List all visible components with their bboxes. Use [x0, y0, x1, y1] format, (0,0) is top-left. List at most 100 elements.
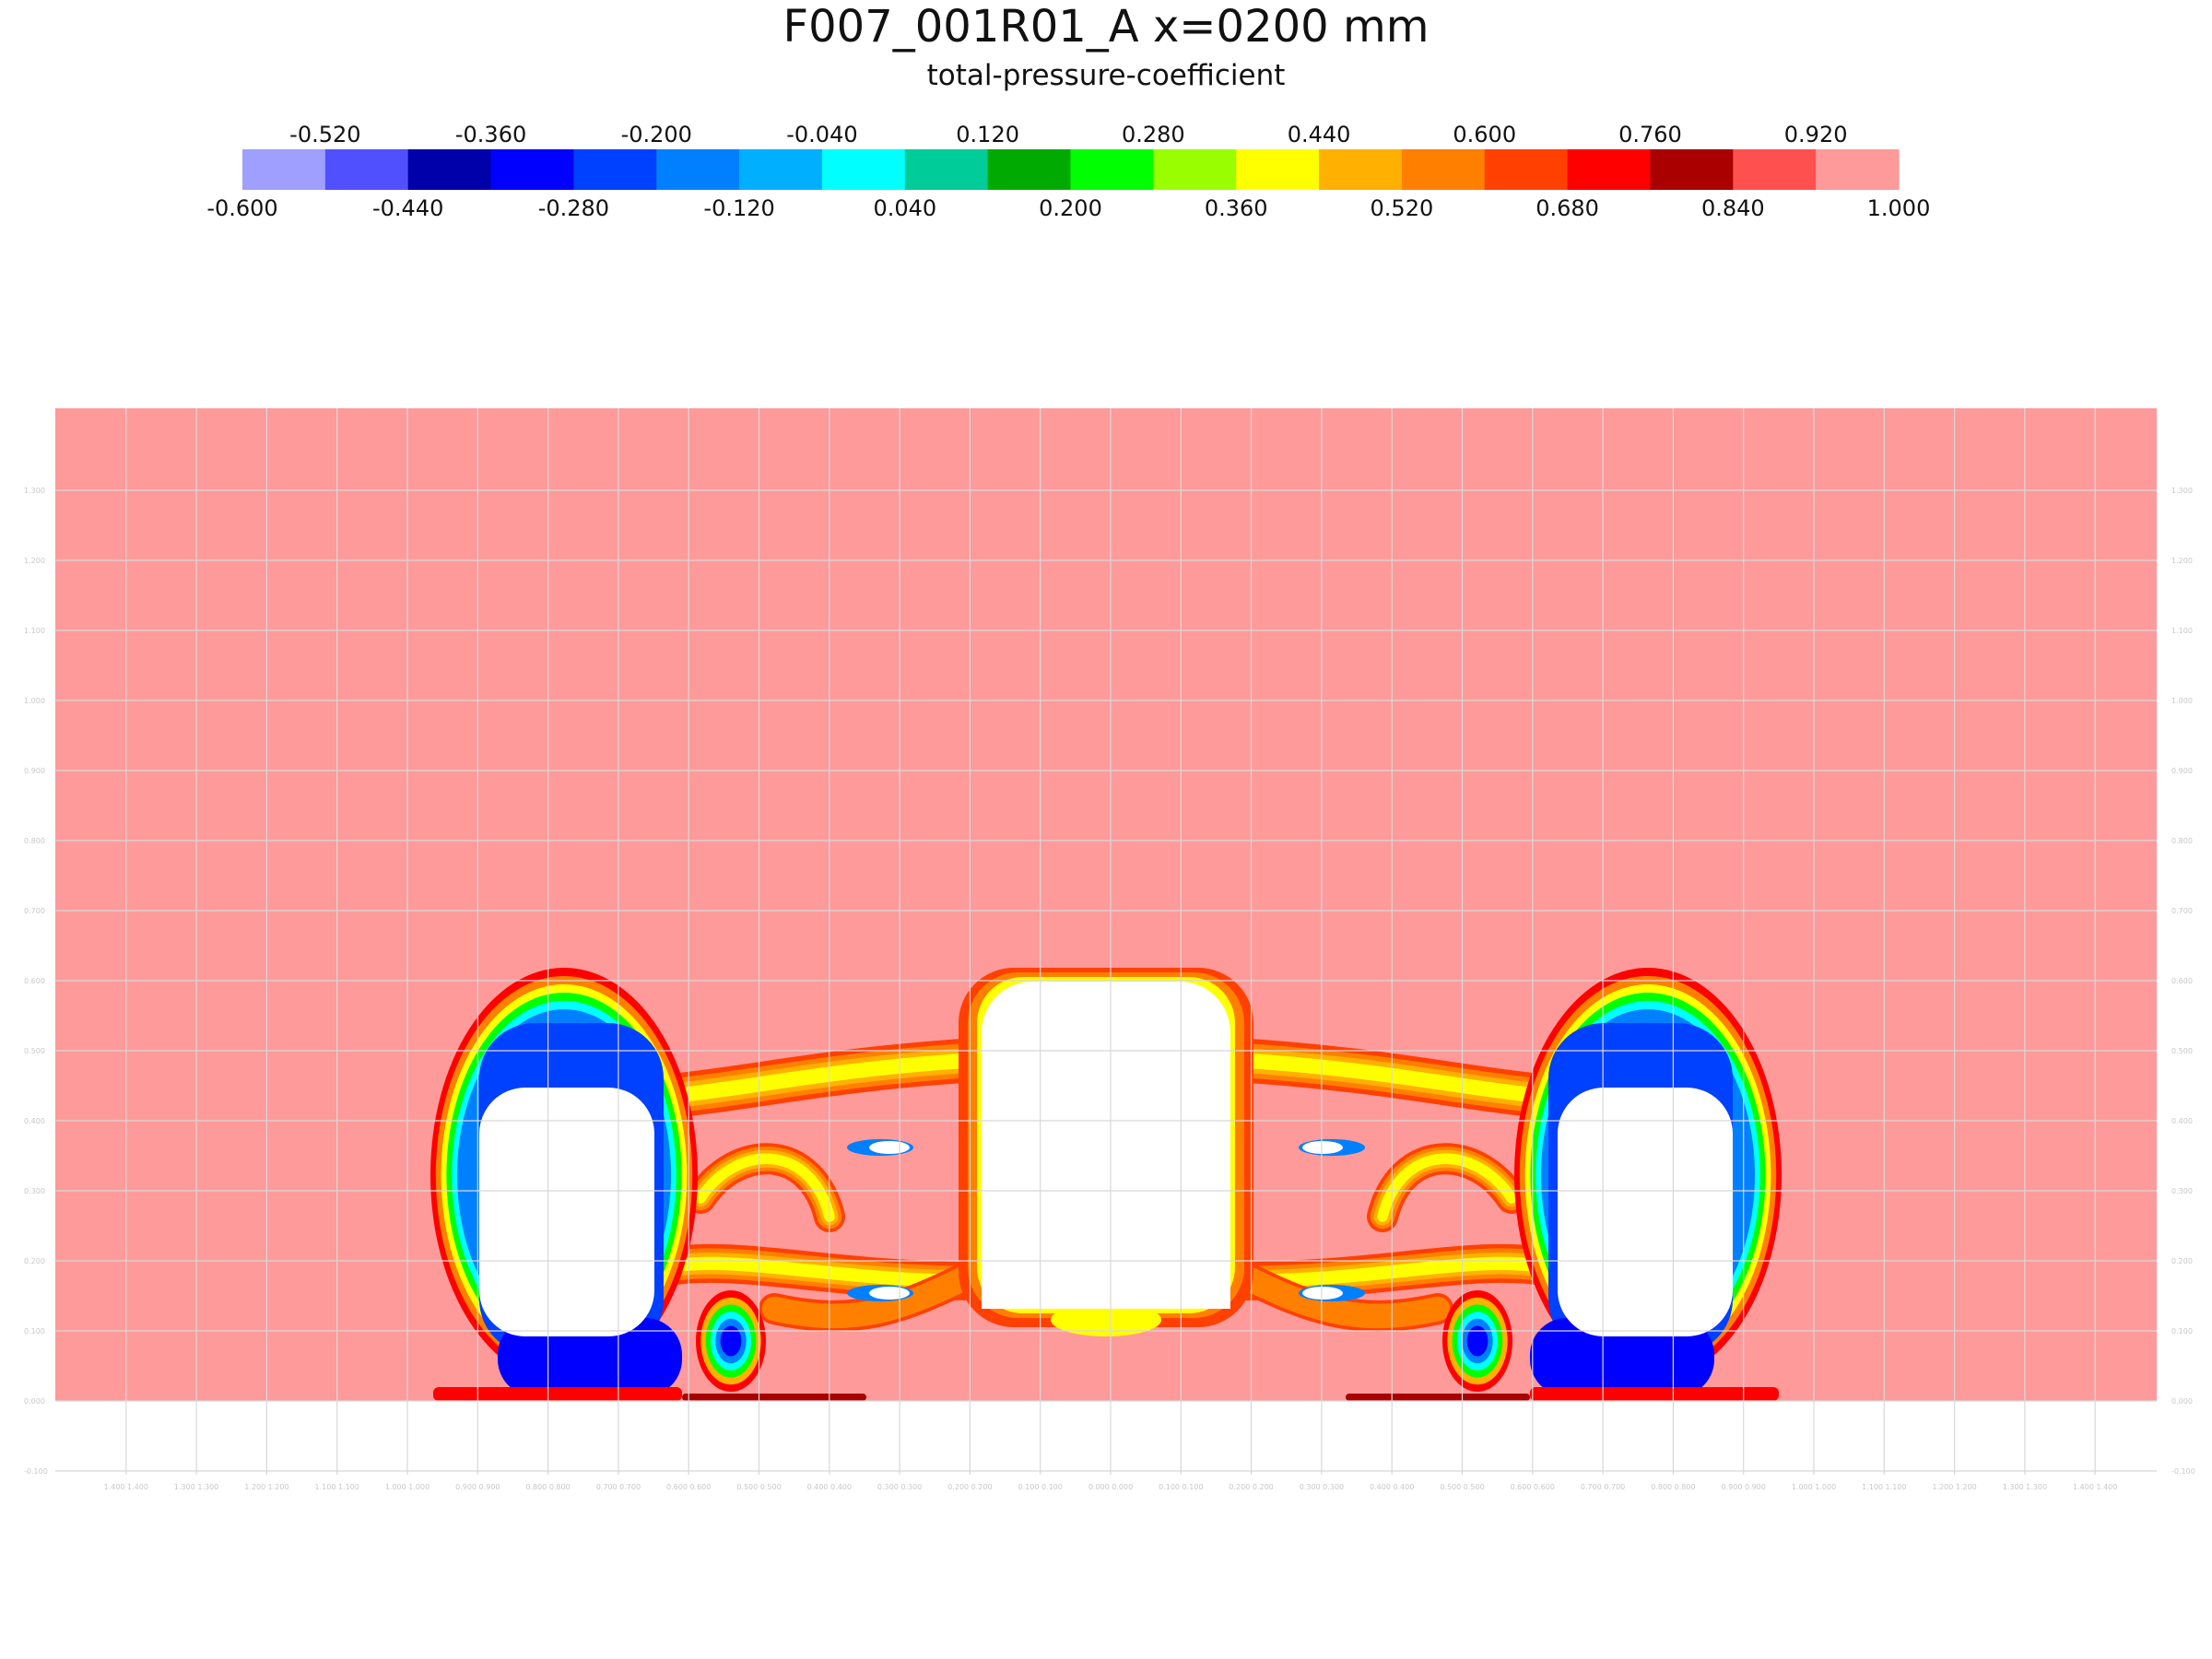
colorbar-band	[1236, 149, 1320, 190]
x-tick-label: 1.400 1.400	[2073, 1483, 2117, 1491]
x-tick-label: 0.300 0.300	[877, 1483, 922, 1491]
x-tick-label: 1.000 1.000	[385, 1483, 429, 1491]
y-tick-label: 0.200	[24, 1257, 45, 1265]
colorbar-band	[1319, 149, 1403, 190]
wake-arm	[656, 1256, 984, 1288]
colorbar-label-top: 0.600	[1453, 122, 1516, 147]
colorbar-band	[1401, 149, 1486, 190]
y-tick-label: 0.500	[24, 1047, 45, 1055]
y-tick-label: 1.100	[2171, 627, 2193, 635]
colorbar-band	[1070, 149, 1154, 190]
ground-streak	[1530, 1387, 1779, 1401]
x-tick-label: 0.400 0.400	[1370, 1483, 1414, 1491]
wake-arm	[1227, 1052, 1557, 1105]
axis-ticks: -0.100 -0.100 0.000 0.000 0.100 0.100 0.200 0.2…	[24, 487, 2195, 1491]
chart-subtitle: total-pressure-coefficient	[926, 59, 1286, 92]
y-tick-label: 0.100	[2171, 1327, 2193, 1335]
colorbar-label-top: 0.920	[1784, 122, 1848, 147]
wake-arm	[695, 1153, 835, 1222]
contour-field	[430, 968, 1782, 1401]
colorbar-label-top: 0.120	[956, 122, 1019, 147]
y-tick-label: 1.000	[24, 697, 45, 705]
x-tick-label: 0.500 0.500	[736, 1483, 781, 1491]
ground-streak	[1346, 1394, 1530, 1401]
y-tick-label: 0.100	[24, 1327, 45, 1335]
colorbar-label-top: -0.200	[621, 122, 692, 147]
colorbar-band	[1816, 149, 1900, 190]
colorbar-band	[987, 149, 1072, 190]
y-tick-label: 0.400	[2171, 1117, 2193, 1125]
y-tick-label: 0.500	[2171, 1047, 2193, 1055]
colorbar-band	[904, 149, 989, 190]
y-tick-label: 0.900	[24, 767, 45, 775]
colorbar-label-bottom: 0.840	[1701, 195, 1765, 221]
colorbar-label-bottom: 0.040	[873, 195, 936, 221]
colorbar-band	[656, 149, 740, 190]
x-tick-label: 1.300 1.300	[174, 1483, 218, 1491]
x-tick-label: 0.600 0.600	[666, 1483, 711, 1491]
x-tick-label: 0.700 0.700	[1581, 1483, 1625, 1491]
colorbar-label-bottom: -0.280	[538, 195, 609, 221]
y-tick-label: -0.100	[24, 1467, 48, 1476]
colorbar-label-bottom: 0.360	[1205, 195, 1268, 221]
wheel-right-solid	[1558, 1088, 1733, 1336]
y-tick-label: 0.700	[24, 907, 45, 915]
colorbar-label-bottom: -0.120	[703, 195, 774, 221]
colorbar-band	[490, 149, 574, 190]
x-tick-label: 0.200 0.200	[947, 1483, 992, 1491]
colorbar-band	[573, 149, 657, 190]
colorbar-label-top: 0.760	[1618, 122, 1682, 147]
x-tick-label: 0.400 0.400	[807, 1483, 852, 1491]
y-tick-label: -0.100	[2171, 1467, 2195, 1476]
chart-title: F007_001R01_A x=0200 mm	[782, 1, 1430, 53]
wake-arm	[655, 1052, 985, 1105]
y-tick-label: 0.700	[2171, 907, 2193, 915]
body-solid	[982, 1198, 1230, 1309]
vortex-right	[1466, 1325, 1488, 1357]
x-tick-label: 1.100 1.100	[315, 1483, 359, 1491]
y-tick-label: 1.000	[2171, 697, 2193, 705]
small-element-solid	[869, 1141, 910, 1154]
colorbar-label-bottom: -0.440	[372, 195, 443, 221]
x-tick-label: 0.700 0.700	[596, 1483, 641, 1491]
x-tick-label: 1.000 1.000	[1792, 1483, 1836, 1491]
x-tick-label: 0.100 0.100	[1018, 1483, 1063, 1491]
wake-arm	[1222, 1259, 1451, 1329]
y-tick-label: 0.600	[24, 977, 45, 985]
y-tick-label: 0.800	[24, 837, 45, 845]
x-tick-label: 0.100 0.100	[1159, 1483, 1203, 1491]
colorbar-band	[1733, 149, 1817, 190]
colorbar-label-top: 0.440	[1288, 122, 1351, 147]
ground-streak	[433, 1387, 682, 1401]
x-tick-label: 0.800 0.800	[525, 1483, 570, 1491]
x-tick-label: 0.800 0.800	[1651, 1483, 1695, 1491]
colorbar-label-bottom: 0.520	[1371, 195, 1434, 221]
x-tick-label: 1.400 1.400	[104, 1483, 148, 1491]
y-tick-label: 1.300	[24, 487, 45, 495]
x-tick-label: 1.100 1.100	[1862, 1483, 1906, 1491]
y-tick-label: 1.200	[2171, 557, 2193, 565]
wheel-wake-right-lower	[1530, 1318, 1714, 1396]
y-tick-label: 0.900	[2171, 767, 2193, 775]
colorbar-band	[1153, 149, 1237, 190]
body-wake-lower	[1051, 1303, 1161, 1336]
y-tick-label: 1.300	[2171, 487, 2193, 495]
vortex-left	[720, 1325, 742, 1357]
wake-arm	[1228, 1256, 1556, 1288]
ground-streak	[682, 1394, 866, 1401]
x-tick-label: 0.300 0.300	[1300, 1483, 1344, 1491]
wake-arm	[761, 1259, 990, 1329]
x-tick-label: 1.200 1.200	[244, 1483, 288, 1491]
y-tick-label: 1.100	[24, 627, 45, 635]
x-tick-label: 0.900 0.900	[1722, 1483, 1766, 1491]
colorbar-band	[407, 149, 492, 190]
colorbar-label-bottom: -0.600	[206, 195, 277, 221]
y-tick-label: 0.400	[24, 1117, 45, 1125]
y-tick-label: 0.200	[2171, 1257, 2193, 1265]
x-tick-label: 0.000 0.000	[1088, 1483, 1133, 1491]
colorbar-band	[821, 149, 906, 190]
colorbar-label-top: -0.520	[289, 122, 360, 147]
colorbar-band	[739, 149, 823, 190]
colorbar-label-bottom: 0.200	[1039, 195, 1102, 221]
